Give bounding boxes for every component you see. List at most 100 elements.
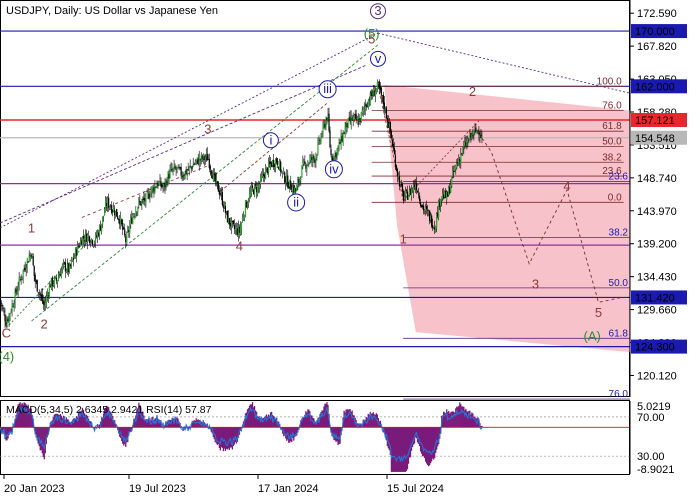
candle-body xyxy=(288,186,290,189)
candle-body xyxy=(364,105,366,110)
candle-body xyxy=(176,167,178,168)
candle-body xyxy=(409,189,412,195)
fib-extension-label: 61.8 xyxy=(609,328,629,339)
wave-label-circle xyxy=(287,193,306,212)
candle-body xyxy=(278,166,280,170)
candle-body xyxy=(448,187,450,196)
candle-body xyxy=(342,133,344,143)
level-tag-label: 124.300 xyxy=(635,342,675,354)
candle-body xyxy=(229,223,232,227)
candle-body xyxy=(378,81,380,89)
candle-body xyxy=(302,161,304,167)
candle-body xyxy=(0,300,2,305)
candle-body xyxy=(78,246,81,248)
candle-body xyxy=(131,217,133,224)
fib-retracement-label: 38.2 xyxy=(602,152,622,163)
candle-body xyxy=(265,169,267,180)
candle-body xyxy=(404,191,407,195)
wave-label: iii xyxy=(323,81,332,96)
candle-body xyxy=(370,91,372,97)
candle-body xyxy=(170,167,172,170)
date-tick-label: 20 Jan 2023 xyxy=(4,483,65,495)
candle-body xyxy=(324,123,326,128)
candle-body xyxy=(75,249,78,256)
macd-label: MACD(5,34,5) 2.6345 2.9421 RSI(14) 57.87 xyxy=(6,404,212,416)
candle-body xyxy=(51,277,53,287)
candle-body xyxy=(371,95,373,97)
candle-body xyxy=(207,158,209,160)
candle-body xyxy=(436,213,438,229)
candle-body xyxy=(1,304,3,307)
candle-body xyxy=(83,240,86,242)
candle-body xyxy=(132,215,134,224)
candle-body xyxy=(254,184,257,186)
candle-body xyxy=(26,259,28,268)
candle-body xyxy=(276,158,278,163)
candle-body xyxy=(154,185,156,192)
candle-body xyxy=(183,176,185,179)
candle-body xyxy=(6,321,8,326)
candle-body xyxy=(31,254,33,259)
candle-body xyxy=(438,201,440,218)
candle-body xyxy=(243,215,246,218)
candle-body xyxy=(201,156,203,160)
candle-body xyxy=(34,274,36,282)
candle-body xyxy=(200,154,202,159)
candle-body xyxy=(272,160,274,166)
candle-body xyxy=(317,142,319,155)
candle-body xyxy=(365,104,367,107)
candle-body xyxy=(297,181,299,186)
candle-body xyxy=(281,170,283,172)
candle-body xyxy=(439,201,441,207)
candle-body xyxy=(120,217,122,225)
candle-body xyxy=(155,187,157,188)
candle-body xyxy=(467,139,469,142)
candle-body xyxy=(334,153,336,159)
candle-body xyxy=(325,119,327,129)
candle-body xyxy=(35,281,37,282)
candle-body xyxy=(90,238,93,242)
candle-body xyxy=(462,147,464,154)
candle-body xyxy=(400,184,403,186)
candle-body xyxy=(347,118,349,128)
candle-body xyxy=(204,158,206,160)
candle-body xyxy=(142,198,144,200)
level-tag xyxy=(631,339,687,354)
level-tag xyxy=(631,24,687,39)
level-tag xyxy=(631,112,687,127)
candle-body xyxy=(227,216,229,224)
candle-body xyxy=(196,157,198,160)
candle-body xyxy=(65,270,68,273)
candle-body xyxy=(60,269,62,277)
candle-body xyxy=(185,169,187,175)
candle-body xyxy=(104,212,106,216)
candle-body xyxy=(463,146,465,148)
candle-body xyxy=(45,296,47,303)
candle-body xyxy=(336,148,338,156)
candle-body xyxy=(129,225,131,233)
candle-body xyxy=(79,240,82,246)
candle-body xyxy=(251,185,254,189)
candle-body xyxy=(235,227,238,231)
candle-body xyxy=(80,240,83,245)
candle-body xyxy=(298,179,300,183)
wave-label: (5) xyxy=(364,26,380,41)
candle-body xyxy=(301,165,303,178)
candle-body xyxy=(190,166,192,168)
candle-body xyxy=(343,133,345,135)
candle-body xyxy=(274,165,276,167)
candle-body xyxy=(175,168,177,170)
candle-body xyxy=(249,192,252,196)
candle-body xyxy=(215,179,217,183)
candle-body xyxy=(257,185,260,187)
candle-body xyxy=(410,189,413,197)
wave-label: 5 xyxy=(368,31,375,46)
candle-body xyxy=(474,129,476,130)
candle-body xyxy=(38,293,40,294)
candle-body xyxy=(421,205,424,208)
candle-body xyxy=(376,82,378,90)
candle-body xyxy=(48,285,50,298)
candle-body xyxy=(369,92,371,105)
candle-body xyxy=(401,184,404,192)
candle-body xyxy=(373,90,375,97)
